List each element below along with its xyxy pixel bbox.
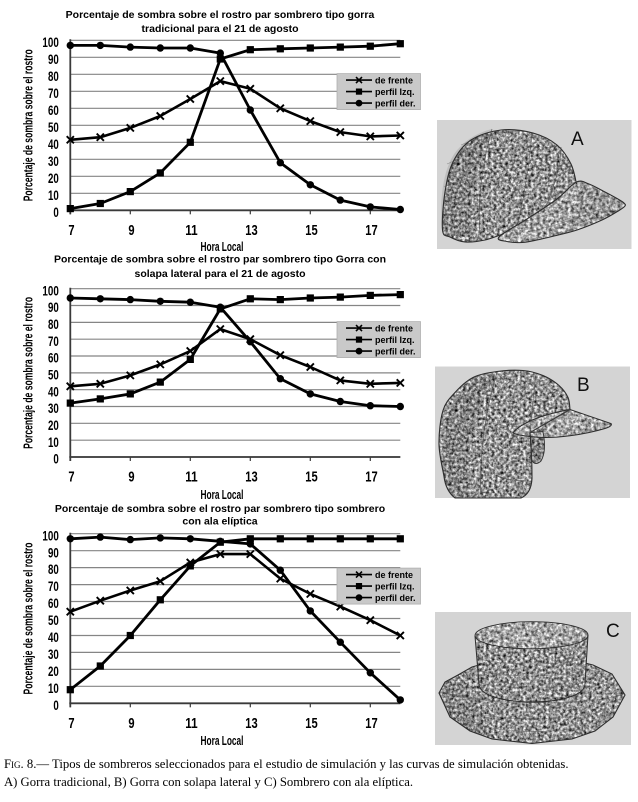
svg-text:10: 10: [48, 434, 59, 450]
svg-text:90: 90: [48, 51, 59, 67]
svg-text:11: 11: [185, 470, 197, 486]
svg-text:17: 17: [365, 716, 377, 732]
svg-text:90: 90: [48, 544, 59, 560]
svg-text:7: 7: [68, 716, 74, 732]
svg-text:9: 9: [128, 470, 134, 486]
svg-text:perfil Izq.: perfil Izq.: [375, 87, 415, 97]
svg-text:tradicional para el 21 de agos: tradicional para el 21 de agosto: [142, 23, 299, 35]
svg-text:30: 30: [48, 646, 59, 662]
svg-text:100: 100: [42, 282, 59, 298]
svg-text:50: 50: [48, 612, 59, 628]
svg-text:40: 40: [48, 629, 59, 645]
svg-text:perfil Izq.: perfil Izq.: [375, 582, 415, 592]
svg-text:13: 13: [245, 223, 257, 239]
svg-text:Hora Local: Hora Local: [201, 487, 244, 502]
svg-text:9: 9: [128, 223, 134, 239]
svg-text:0: 0: [53, 697, 59, 713]
svg-text:perfil der.: perfil der.: [375, 593, 416, 603]
svg-text:13: 13: [245, 470, 257, 486]
svg-text:0: 0: [53, 204, 59, 220]
svg-text:A: A: [571, 129, 584, 150]
svg-text:Porcentaje de sombra sobre el: Porcentaje de sombra sobre el rostro par…: [54, 254, 386, 266]
svg-text:11: 11: [185, 223, 197, 239]
svg-text:perfil der.: perfil der.: [375, 347, 416, 357]
svg-text:11: 11: [185, 716, 197, 732]
svg-text:80: 80: [48, 316, 59, 332]
svg-text:Porcentaje de sombra sobre el: Porcentaje de sombra sobre el rostro: [22, 542, 36, 694]
svg-text:100: 100: [42, 34, 59, 50]
svg-text:70: 70: [48, 578, 59, 594]
svg-text:solapa lateral para el 21 de a: solapa lateral para el 21 de agosto: [135, 268, 306, 280]
svg-text:80: 80: [48, 68, 59, 84]
svg-text:0: 0: [53, 451, 59, 467]
svg-text:10: 10: [48, 680, 59, 696]
svg-text:70: 70: [48, 333, 59, 349]
svg-text:7: 7: [68, 223, 74, 239]
svg-text:13: 13: [245, 716, 257, 732]
svg-text:Porcentaje de sombra sobre el: Porcentaje de sombra sobre el rostro: [22, 49, 36, 201]
svg-text:con ala elíptica: con ala elíptica: [182, 515, 257, 527]
svg-text:Porcentaje de sombra sobre el: Porcentaje de sombra sobre el rostro par…: [66, 9, 375, 21]
svg-text:15: 15: [305, 470, 317, 486]
svg-text:60: 60: [48, 350, 59, 366]
svg-text:15: 15: [305, 716, 317, 732]
svg-text:30: 30: [48, 153, 59, 169]
svg-text:30: 30: [48, 400, 59, 416]
svg-text:9: 9: [128, 716, 134, 732]
svg-text:perfil der.: perfil der.: [375, 99, 416, 109]
svg-text:20: 20: [48, 417, 59, 433]
svg-text:Porcentaje de sombra sobre el: Porcentaje de sombra sobre el rostro par…: [55, 503, 385, 515]
svg-text:50: 50: [48, 119, 59, 135]
svg-text:70: 70: [48, 85, 59, 101]
svg-text:7: 7: [68, 470, 74, 486]
svg-text:B: B: [577, 375, 590, 396]
svg-text:10: 10: [48, 187, 59, 203]
svg-text:Porcentaje de sombra sobre el: Porcentaje de sombra sobre el rostro: [22, 297, 36, 449]
svg-text:de frente: de frente: [375, 570, 413, 580]
svg-text:50: 50: [48, 367, 59, 383]
svg-text:90: 90: [48, 299, 59, 315]
svg-text:60: 60: [48, 102, 59, 118]
svg-text:Hora Local: Hora Local: [201, 239, 244, 254]
svg-text:60: 60: [48, 595, 59, 611]
svg-text:de frente: de frente: [375, 324, 413, 334]
svg-text:80: 80: [48, 561, 59, 577]
svg-text:20: 20: [48, 170, 59, 186]
svg-text:de frente: de frente: [375, 76, 413, 86]
svg-text:C: C: [606, 621, 620, 642]
svg-text:Hora Local: Hora Local: [201, 733, 244, 748]
svg-text:40: 40: [48, 136, 59, 152]
svg-text:40: 40: [48, 383, 59, 399]
svg-text:15: 15: [305, 223, 317, 239]
svg-text:20: 20: [48, 663, 59, 679]
svg-text:perfil Izq.: perfil Izq.: [375, 335, 415, 345]
svg-text:100: 100: [42, 527, 59, 543]
svg-text:17: 17: [365, 223, 377, 239]
svg-text:17: 17: [365, 470, 377, 486]
